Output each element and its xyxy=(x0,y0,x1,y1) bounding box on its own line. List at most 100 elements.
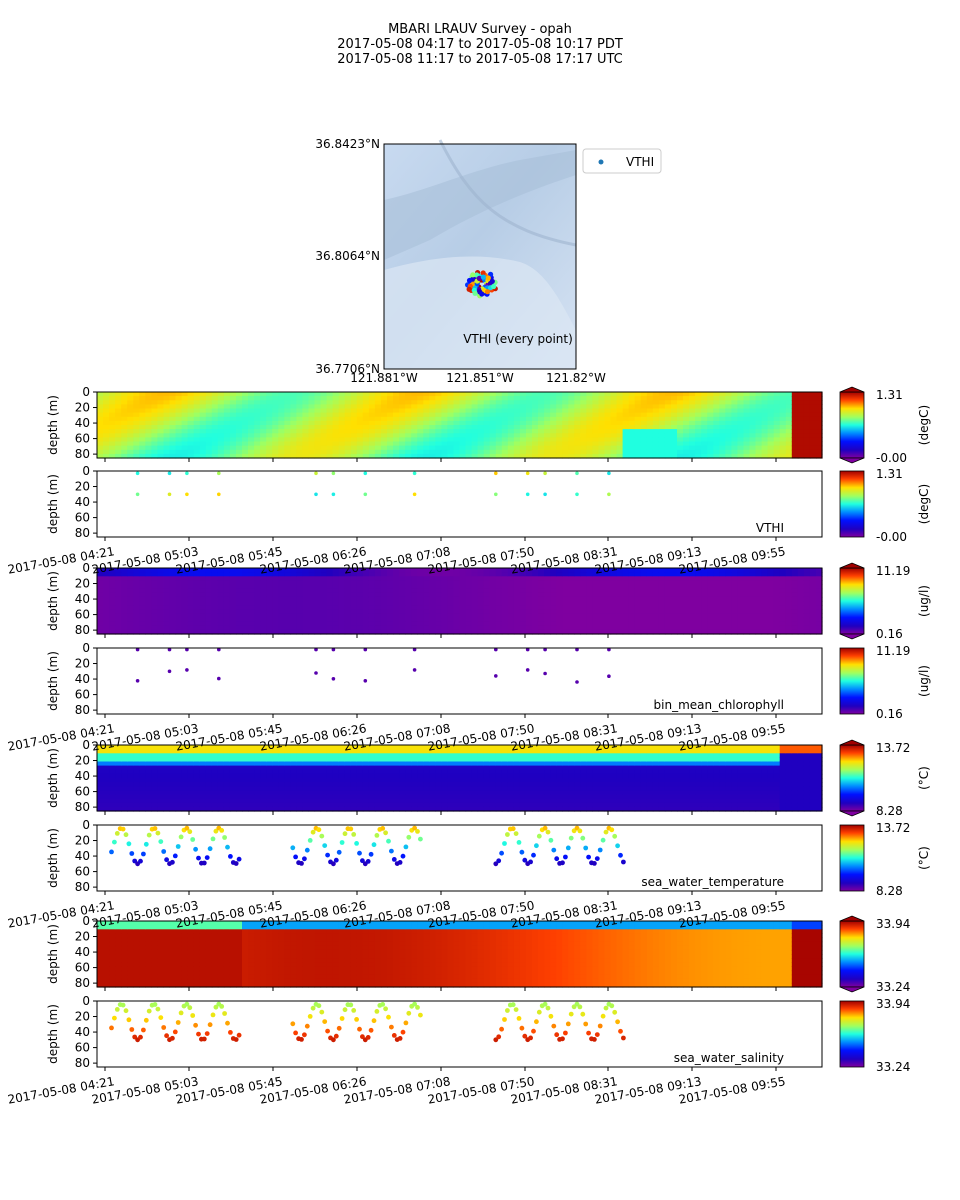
data-point xyxy=(314,471,318,476)
depth-tick-label: 0 xyxy=(82,561,90,575)
data-point xyxy=(525,492,530,497)
data-point xyxy=(397,860,403,865)
data-point xyxy=(577,828,583,834)
data-point xyxy=(545,829,551,835)
map-track-point xyxy=(480,270,486,276)
ylabel: depth (m) xyxy=(46,828,60,888)
data-point xyxy=(548,1013,554,1019)
data-point xyxy=(141,851,146,857)
map-frame xyxy=(383,143,577,370)
series-label: sea_water_temperature xyxy=(641,875,784,889)
lon-tick-2: 121.851°W xyxy=(446,371,514,385)
data-point xyxy=(543,492,547,497)
data-point xyxy=(494,471,498,476)
colorbar-unit: (degC) xyxy=(917,405,931,445)
data-point xyxy=(316,827,322,833)
map-legend: VTHI xyxy=(582,148,662,174)
data-point xyxy=(129,851,135,856)
data-point xyxy=(185,471,189,476)
data-point xyxy=(543,647,547,652)
map-track-point xyxy=(491,283,497,290)
map-track-point xyxy=(489,278,495,284)
depth-tick-label: 20 xyxy=(75,657,90,671)
data-point xyxy=(542,825,548,831)
data-point xyxy=(210,1012,216,1018)
data-point xyxy=(383,1006,388,1012)
data-point xyxy=(400,1029,406,1035)
data-point xyxy=(412,471,417,476)
data-point xyxy=(621,1035,626,1041)
data-point xyxy=(146,1008,152,1014)
data-point xyxy=(167,669,172,674)
colorbar: 13.72 8.28 (°C) xyxy=(839,821,931,898)
data-point xyxy=(204,855,210,860)
data-point xyxy=(161,849,167,854)
colorbar-max-label: 11.19 xyxy=(876,564,910,578)
series-label: VTHI xyxy=(756,521,784,535)
depth-tick-label: 20 xyxy=(75,930,90,944)
data-point xyxy=(331,471,336,476)
data-point xyxy=(217,471,221,476)
depth-tick-label: 20 xyxy=(75,834,90,848)
data-point xyxy=(135,471,140,476)
data-point xyxy=(505,1008,510,1013)
data-point xyxy=(336,849,342,855)
data-point xyxy=(112,1015,117,1021)
data-point xyxy=(164,1033,170,1039)
panel-frame xyxy=(96,744,823,812)
data-point xyxy=(554,856,560,862)
colorbar-min-label: 8.28 xyxy=(876,884,903,898)
depth-tick-label: 80 xyxy=(75,976,90,990)
data-point xyxy=(310,1005,316,1011)
data-point xyxy=(494,674,498,678)
data-point xyxy=(597,847,603,853)
map-panel: 36.8423°N 36.8064°N 36.7706°N 121.881°W … xyxy=(315,137,662,385)
data-point xyxy=(331,492,336,497)
data-point xyxy=(406,1010,412,1016)
colorbar-min-label: 8.28 xyxy=(876,804,903,818)
data-point xyxy=(597,1023,603,1029)
data-point xyxy=(290,845,296,851)
data-point xyxy=(575,492,579,497)
data-point xyxy=(120,1002,126,1008)
data-point xyxy=(155,830,161,836)
data-point xyxy=(152,1002,158,1007)
data-point xyxy=(363,679,368,683)
data-point xyxy=(213,1004,219,1010)
data-point xyxy=(222,835,228,840)
depth-tick-label: 60 xyxy=(75,688,90,702)
map-track-point xyxy=(476,275,482,281)
data-point xyxy=(383,830,388,836)
data-point xyxy=(386,838,391,844)
data-point xyxy=(187,829,193,835)
data-point xyxy=(612,1009,618,1015)
data-point xyxy=(196,1031,201,1037)
colorbar-max-label: 13.72 xyxy=(876,741,910,755)
depth-tick-label: 40 xyxy=(75,1025,90,1039)
data-point xyxy=(412,668,417,672)
data-point xyxy=(307,1014,313,1019)
data-point xyxy=(363,492,368,497)
colorbar-min-label: 33.24 xyxy=(876,980,910,994)
lat-tick-1: 36.8423°N xyxy=(315,137,380,151)
data-point xyxy=(299,1037,304,1042)
data-point xyxy=(575,647,579,652)
data-point xyxy=(126,1017,132,1023)
colorbar: 1.31 -0.00 (degC) xyxy=(839,467,931,544)
depth-tick-label: 20 xyxy=(75,1010,90,1024)
colorbar: 33.94 33.24 xyxy=(839,915,910,994)
data-point xyxy=(217,492,221,497)
data-point xyxy=(138,858,143,864)
data-point xyxy=(348,826,354,832)
data-point xyxy=(536,1009,542,1015)
data-point xyxy=(510,1002,516,1008)
map-caption: VTHI (every point) xyxy=(463,332,573,346)
data-point xyxy=(126,841,132,847)
data-point xyxy=(548,837,554,843)
colorbar-max-label: 33.94 xyxy=(876,917,910,931)
data-point xyxy=(502,841,507,846)
data-point xyxy=(331,861,336,867)
